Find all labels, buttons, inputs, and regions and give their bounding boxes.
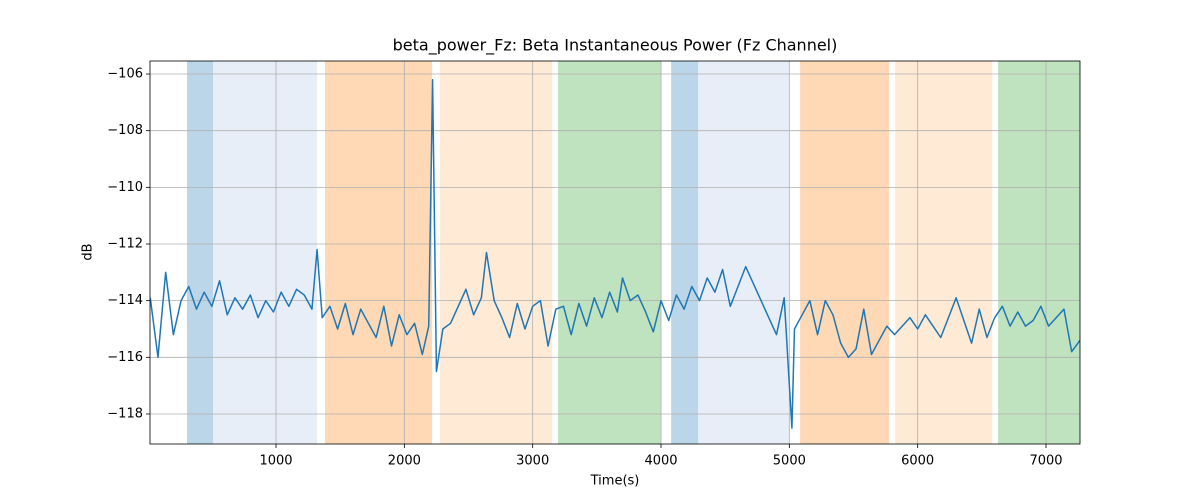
x-tick-label: 3000 <box>516 454 549 469</box>
shaded-span <box>671 61 699 444</box>
x-tick-label: 5000 <box>773 454 806 469</box>
y-tick-label: −114 <box>107 293 143 308</box>
shaded-span <box>213 61 318 444</box>
shaded-span <box>698 61 790 444</box>
y-tick-label: −110 <box>107 180 143 195</box>
y-axis-label: dB <box>81 243 96 260</box>
data-line <box>150 78 1080 429</box>
x-tick-label: 7000 <box>1029 454 1062 469</box>
spans <box>186 61 1080 444</box>
x-tick-label: 2000 <box>388 454 421 469</box>
y-tick-label: −116 <box>107 350 143 365</box>
y-tick-label: −118 <box>107 406 143 421</box>
y-tick-label: −108 <box>107 123 143 138</box>
plot-area <box>150 78 1080 429</box>
x-tick-label: 1000 <box>259 454 292 469</box>
x-tick-label: 4000 <box>644 454 677 469</box>
ticks: 1000 2000 3000 4000 5000 6000 7000 −118 −116 −114… <box>107 67 1062 469</box>
y-tick-label: −112 <box>107 237 143 252</box>
x-tick-label: 6000 <box>901 454 934 469</box>
chart-title: beta_power_Fz: Beta Instantaneous Power … <box>393 36 838 56</box>
axes-frame <box>149 60 1081 445</box>
shaded-span <box>440 61 553 444</box>
x-axis-label: Time(s) <box>590 474 640 489</box>
shaded-span <box>998 61 1080 444</box>
y-tick-label: −106 <box>107 67 143 82</box>
shaded-span <box>186 61 214 444</box>
shaded-span <box>325 61 433 444</box>
shaded-span <box>895 61 993 444</box>
shaded-span <box>558 61 662 444</box>
shaded-span <box>800 61 890 444</box>
